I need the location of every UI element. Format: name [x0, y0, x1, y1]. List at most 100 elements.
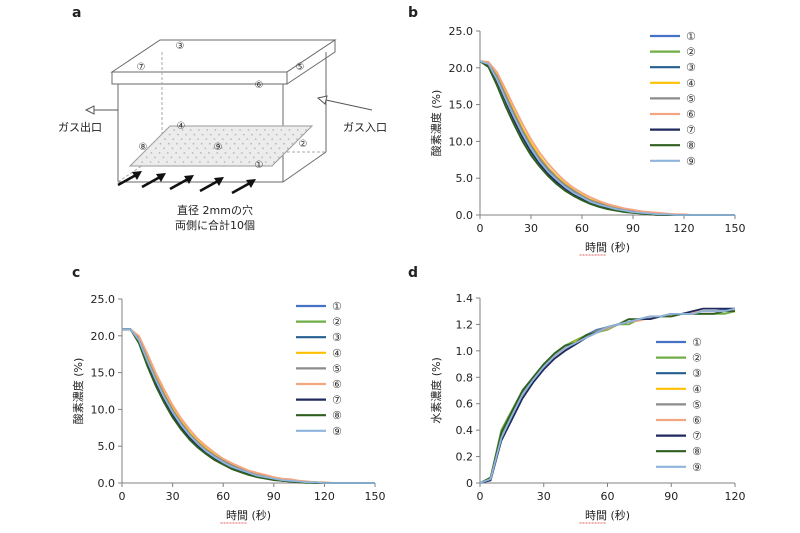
floor-hole — [292, 133, 295, 136]
x-tick-label: 90 — [267, 490, 281, 503]
y-tick-label: 10.0 — [91, 403, 116, 416]
y-axis-title: 酸素濃度 (%) — [429, 90, 443, 157]
floor-hole — [279, 138, 282, 141]
floor-hole — [203, 156, 206, 159]
floor-hole — [278, 147, 281, 150]
x-tick-label: 30 — [537, 490, 551, 503]
floor-hole — [160, 133, 163, 136]
legend-label-1: ① — [332, 300, 342, 313]
floor-hole — [181, 129, 184, 131]
legend-label-2: ② — [686, 46, 696, 59]
floor-hole — [217, 142, 220, 145]
floor-hole — [179, 147, 182, 150]
floor-hole — [200, 142, 203, 145]
floor-hole — [231, 129, 233, 131]
floor-hole — [233, 142, 236, 145]
x-tick-label: 120 — [725, 490, 746, 503]
floor-hole — [249, 152, 252, 154]
y-axis-title: 水素濃度 (%) — [429, 357, 443, 424]
series-line-3 — [479, 60, 735, 216]
legend-label-8: ⑧ — [692, 445, 702, 458]
legend-label-6: ⑥ — [686, 108, 696, 121]
point-label-1: ① — [255, 160, 264, 171]
y-tick-label: 1.4 — [456, 292, 474, 305]
floor-hole — [156, 138, 158, 141]
floor-hole — [137, 156, 140, 159]
floor-hole — [277, 156, 280, 159]
floor-hole — [263, 129, 266, 131]
floor-hole — [154, 156, 156, 159]
floor-hole — [256, 161, 259, 163]
legend-label-2: ② — [692, 352, 702, 365]
jet-arrows — [117, 171, 256, 195]
floor-hole — [198, 129, 200, 131]
x-tick-label: 120 — [674, 222, 695, 235]
floor-hole — [296, 138, 298, 141]
floor-hole — [225, 142, 228, 145]
y-tick-label: 0.0 — [98, 477, 116, 490]
y-tick-label: 25.0 — [449, 25, 474, 38]
panel-letter-c: c — [72, 265, 80, 281]
floor-hole — [224, 152, 227, 154]
floor-hole — [199, 161, 201, 163]
point-label-8: ⑧ — [139, 142, 148, 153]
jet-arrow-4 — [199, 179, 219, 193]
point-label-6: ⑥ — [255, 80, 264, 91]
series-line-6 — [479, 60, 735, 216]
floor-hole — [231, 161, 234, 163]
floor-hole — [236, 156, 239, 159]
floor-hole — [175, 152, 178, 154]
floor-hole — [238, 138, 241, 141]
y-tick-label: 0.8 — [456, 371, 474, 384]
floor-hole — [300, 133, 303, 136]
floor-hole — [237, 147, 240, 150]
floor-hole — [188, 147, 190, 150]
floor-hole — [244, 156, 247, 159]
legend-label-9: ⑨ — [692, 461, 702, 474]
y-tick-label: 25.0 — [91, 293, 116, 306]
x-tick-label: 60 — [575, 222, 589, 235]
floor-hole — [206, 129, 209, 131]
floor-hole — [269, 156, 272, 159]
floor-hole — [207, 161, 210, 163]
legend-label-8: ⑧ — [332, 409, 342, 422]
legend-label-7: ⑦ — [332, 394, 342, 407]
legend-label-5: ⑤ — [692, 398, 702, 411]
floor-hole — [159, 142, 162, 145]
series-line-5 — [479, 60, 735, 216]
floor-hole — [209, 133, 212, 136]
floor-hole — [221, 138, 224, 141]
x-tick-label: 150 — [725, 222, 746, 235]
y-tick-label: 15.0 — [449, 99, 474, 112]
legend-label-5: ⑤ — [332, 362, 342, 375]
gas-outlet-label: ガス出口 — [58, 120, 102, 134]
series-line-1 — [479, 60, 735, 216]
floor-holes — [133, 129, 307, 163]
legend-label-3: ③ — [332, 331, 342, 344]
y-tick-label: 0.2 — [456, 451, 474, 464]
legend-label-7: ⑦ — [692, 430, 702, 443]
floor-hole — [242, 133, 245, 136]
floor-hole — [174, 161, 177, 163]
chamber-diagram: ガス出口 ガス入口 ① ② ⑧ ④ ⑨ ⑥ ⑦ ③ ⑤ 直径 2mmの穴 両側に合計10個 — [58, 39, 387, 232]
floor-hole — [240, 161, 243, 163]
floor-hole — [247, 129, 250, 131]
x-axis-title: 時間 (秒) — [226, 508, 271, 522]
x-tick-label: 60 — [601, 490, 615, 503]
floor-hole — [133, 161, 135, 163]
x-tick-label: 150 — [365, 490, 386, 503]
gas-inlet-label: ガス入口 — [343, 121, 387, 134]
floor-hole — [162, 156, 165, 159]
floor-hole — [259, 133, 262, 136]
floor-hole — [215, 161, 218, 163]
floor-hole — [263, 138, 265, 141]
x-tick-label: 0 — [119, 490, 126, 503]
legend-label-6: ⑥ — [692, 414, 702, 427]
floor-hole — [262, 147, 264, 150]
series-line-2 — [479, 60, 735, 216]
floor-hole — [170, 156, 173, 159]
legend-label-3: ③ — [692, 367, 702, 380]
x-tick-label: 30 — [524, 222, 538, 235]
floor-hole — [193, 133, 196, 136]
floor-hole — [267, 133, 270, 136]
